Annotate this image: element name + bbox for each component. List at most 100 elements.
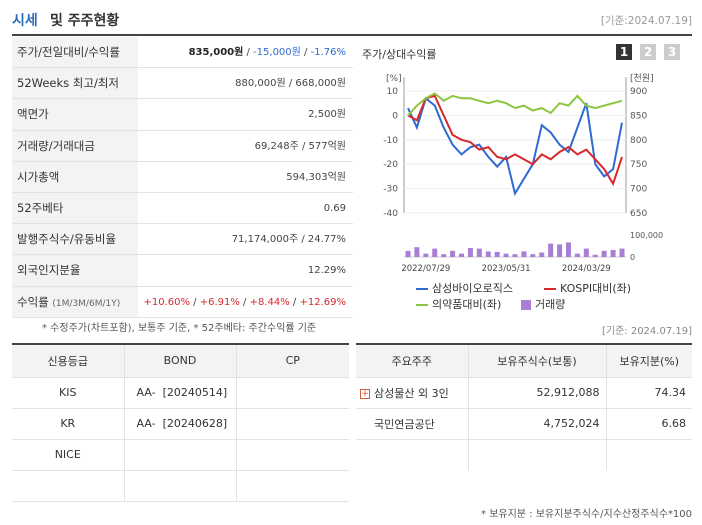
holder-name-cell: 국민연금공단 <box>356 408 469 440</box>
summary-label: 발행주식수/유동비율 <box>12 224 138 255</box>
bond-cell: AA- [20240628] <box>124 408 237 440</box>
volume-bar <box>521 251 527 257</box>
left-unit-label: [%] <box>386 74 402 84</box>
table-row: KR AA- [20240628] <box>12 408 349 440</box>
left-tick-label: -30 <box>383 185 398 195</box>
col-header: 주요주주 <box>356 345 469 378</box>
summary-label: 수익률 (1M/3M/6M/1Y) <box>12 286 138 317</box>
volume-bar <box>548 243 554 257</box>
agency-cell <box>12 470 125 502</box>
header-divider <box>12 34 692 36</box>
volume-bar <box>476 248 482 257</box>
summary-label: 거래량/거래대금 <box>12 130 138 161</box>
header-date: [기준:2024.07.19] <box>600 15 692 27</box>
table-row <box>12 470 349 502</box>
volume-tick-label: 100,000 <box>630 231 663 240</box>
shares-cell: 52,912,088 <box>468 377 607 409</box>
rate-value: -1.76% <box>310 47 346 58</box>
shares-cell: 4,752,024 <box>468 408 607 440</box>
summary-table: 주가/전일대비/수익률 835,000원 / -15,000원 / -1.76%… <box>12 37 353 318</box>
summary-value: 71,174,000주 / 24.77% <box>231 234 346 246</box>
return-1y: +12.69% <box>299 296 346 308</box>
legend-label: KOSPI대비(좌) <box>560 282 632 295</box>
volume-tick-label: 0 <box>630 253 635 262</box>
return-label: 수익률 <box>17 294 49 309</box>
legend-swatch <box>521 300 531 310</box>
left-tick-label: -40 <box>383 209 398 219</box>
right-tick-label: 750 <box>630 160 647 170</box>
summary-label: 시가총액 <box>12 161 138 192</box>
col-header: BOND <box>124 345 237 378</box>
summary-row-beta: 52주베타 0.69 <box>12 192 353 225</box>
holder-name-cell: + 삼성물산 외 3인 <box>356 377 469 409</box>
summary-row-foreign: 외국인지분율 12.29% <box>12 255 353 287</box>
volume-bar <box>467 248 473 257</box>
volume-bar <box>405 250 411 257</box>
chart-date: [기준: 2024.07.19] <box>601 326 692 337</box>
right-tick-label: 800 <box>630 136 647 146</box>
right-tick-label: 900 <box>630 87 647 97</box>
legend-item-kospi: KOSPI대비(좌) <box>544 280 631 296</box>
separator: / <box>239 296 250 308</box>
summary-label: 52Weeks 최고/최저 <box>12 68 138 99</box>
chart-tab-2[interactable]: 2 <box>640 44 656 60</box>
credit-divider <box>12 343 349 345</box>
credit-header-row: 신용등급 BOND CP <box>12 345 349 378</box>
summary-value: 69,248주 / 577억원 <box>254 140 346 152</box>
summary-row-return: 수익률 (1M/3M/6M/1Y) +10.60% / +6.91% / +8.… <box>12 286 353 318</box>
legend-swatch <box>544 288 556 290</box>
legend-label: 거래량 <box>535 298 566 311</box>
legend-label: 삼성바이오로직스 <box>432 282 513 295</box>
holder-table: 주요주주 보유주식수(보통) 보유지분(%) + 삼성물산 외 3인 52,912… <box>356 345 692 470</box>
cp-cell <box>236 439 349 471</box>
chart-tab-3[interactable]: 3 <box>664 44 680 60</box>
pct-cell: 6.68 <box>606 408 692 440</box>
table-row <box>356 439 692 470</box>
volume-bar <box>592 254 598 257</box>
header-title-quote: 시세 <box>12 13 38 29</box>
left-tick-label: -20 <box>383 160 398 170</box>
legend-swatch <box>416 288 428 290</box>
volume-bar <box>610 250 616 257</box>
table-row: NICE <box>12 439 349 471</box>
pct-cell: 74.34 <box>606 377 692 409</box>
bond-cell <box>124 439 237 471</box>
table-row: KIS AA- [20240514] <box>12 377 349 409</box>
summary-value: 12.29% <box>307 265 346 277</box>
left-tick-label: 0 <box>392 111 398 121</box>
change-value: -15,000원 <box>253 47 301 58</box>
volume-bar <box>574 253 580 257</box>
col-header: 보유지분(%) <box>606 345 692 378</box>
agency-cell: KIS <box>12 377 125 409</box>
col-header: 보유주식수(보통) <box>468 345 607 378</box>
holder-name: 국민연금공단 <box>374 417 435 431</box>
summary-value: 0.69 <box>323 202 346 214</box>
price-chart: [%] [천원] 10 0 -10 -20 -30 -40 900 850 800 750 700 650… <box>383 73 663 274</box>
right-unit-label: [천원] <box>630 73 654 84</box>
x-tick-label: 2022/07/29 <box>401 264 450 274</box>
volume-bar <box>423 253 429 257</box>
series-line-0 <box>407 96 623 197</box>
volume-bar <box>432 248 438 257</box>
chart-tab-1[interactable]: 1 <box>616 44 632 60</box>
summary-label: 액면가 <box>12 99 138 130</box>
agency-cell: NICE <box>12 439 125 471</box>
summary-row-marketcap: 시가총액 594,303억원 <box>12 161 353 193</box>
x-tick-label: 2024/03/29 <box>562 264 611 274</box>
price-value: 835,000원 <box>188 47 244 58</box>
volume-bar <box>485 251 491 257</box>
return-3m: +6.91% <box>199 296 240 308</box>
right-tick-label: 850 <box>630 111 647 121</box>
summary-value: 835,000원 / -15,000원 / -1.76% <box>142 37 346 67</box>
cp-cell <box>236 470 349 502</box>
summary-value: 594,303억원 <box>286 171 346 183</box>
legend-swatch <box>416 304 428 306</box>
credit-table: 신용등급 BOND CP KIS AA- [20240514] KR AA- [… <box>12 345 349 502</box>
summary-value: 2,500원 <box>308 109 346 121</box>
left-tick-label: 10 <box>387 87 399 97</box>
right-tick-label: 650 <box>630 209 647 219</box>
expand-icon[interactable]: + <box>360 388 370 399</box>
summary-label: 52주베타 <box>12 192 138 224</box>
